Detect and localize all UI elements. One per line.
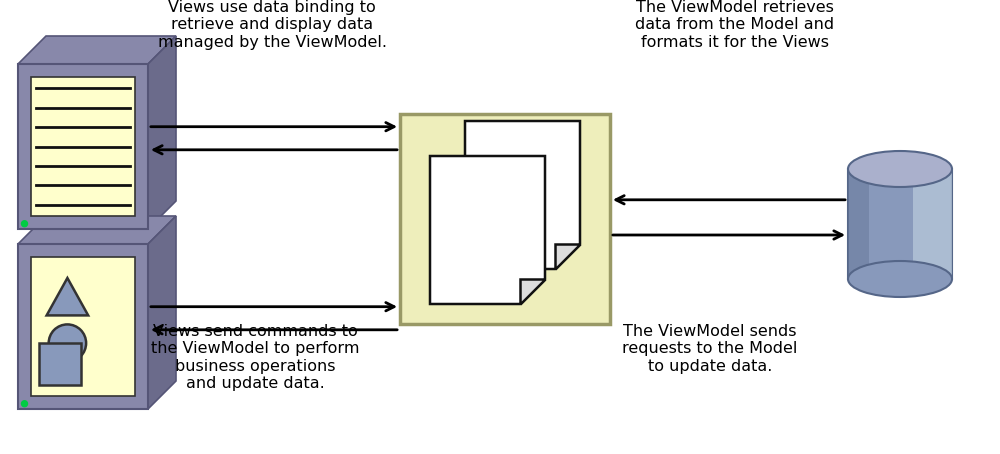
Ellipse shape	[848, 261, 952, 297]
Polygon shape	[31, 77, 135, 216]
Ellipse shape	[848, 151, 952, 187]
Polygon shape	[848, 169, 952, 279]
Polygon shape	[18, 64, 148, 229]
Circle shape	[49, 325, 86, 362]
Polygon shape	[400, 114, 610, 324]
Polygon shape	[39, 343, 81, 385]
Circle shape	[22, 221, 28, 227]
Polygon shape	[430, 156, 545, 304]
Polygon shape	[18, 244, 148, 409]
Polygon shape	[31, 257, 135, 396]
Polygon shape	[18, 36, 176, 64]
Polygon shape	[848, 169, 869, 279]
Text: The ViewModel retrieves
data from the Model and
formats it for the Views: The ViewModel retrieves data from the Mo…	[635, 0, 835, 50]
Polygon shape	[47, 278, 88, 316]
Text: Views use data binding to
retrieve and display data
managed by the ViewModel.: Views use data binding to retrieve and d…	[158, 0, 386, 50]
Text: The ViewModel sends
requests to the Model
to update data.: The ViewModel sends requests to the Mode…	[622, 324, 798, 374]
Circle shape	[22, 401, 28, 407]
Polygon shape	[148, 216, 176, 409]
Text: Views send commands to
the ViewModel to perform
business operations
and update d: Views send commands to the ViewModel to …	[151, 324, 359, 391]
Polygon shape	[520, 279, 545, 304]
Polygon shape	[18, 216, 176, 244]
Polygon shape	[148, 36, 176, 229]
Polygon shape	[555, 244, 580, 269]
Polygon shape	[465, 121, 580, 269]
Polygon shape	[913, 169, 952, 279]
